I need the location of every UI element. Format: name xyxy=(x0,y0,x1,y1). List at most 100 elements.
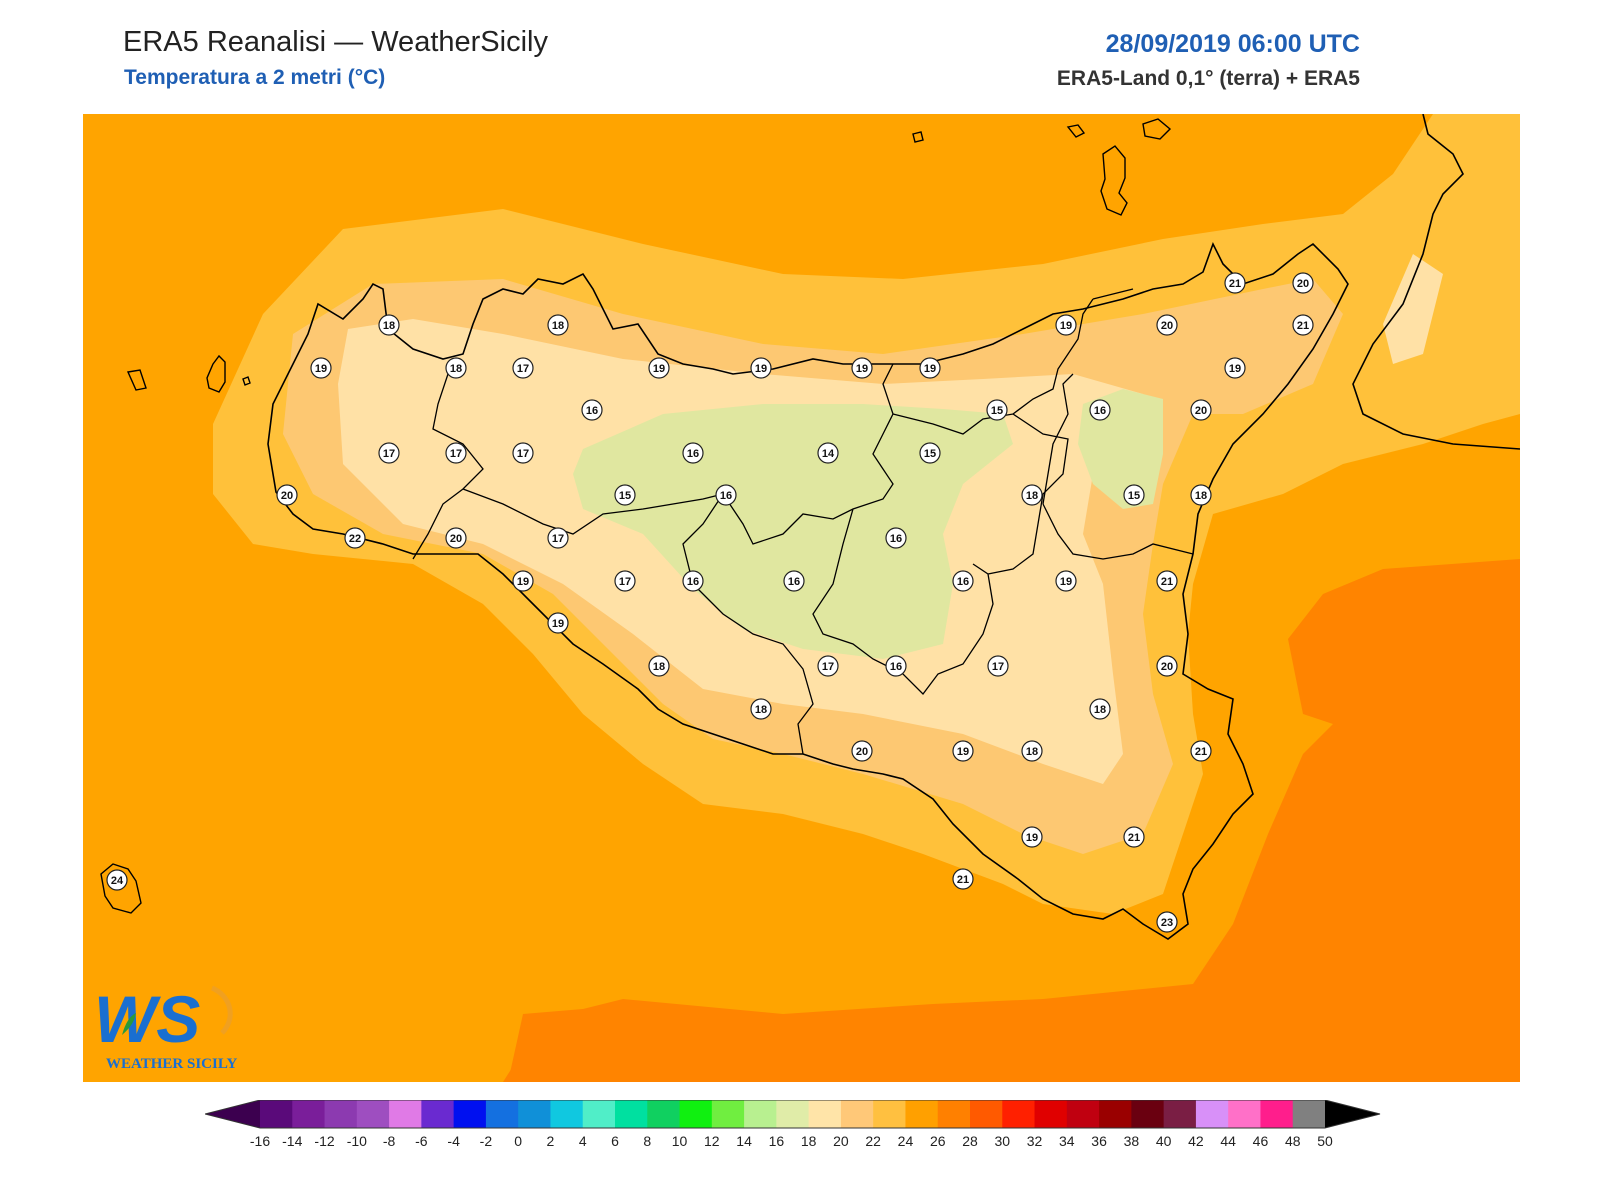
station-value: 16 xyxy=(1094,405,1106,417)
station-value: 20 xyxy=(1195,405,1207,417)
legend-tick-label: 2 xyxy=(547,1133,555,1149)
station-circle xyxy=(919,357,941,379)
station-value: 16 xyxy=(957,576,969,588)
legend-swatch xyxy=(776,1100,810,1128)
station-circle xyxy=(547,314,569,336)
station-value: 18 xyxy=(383,320,395,332)
chart-subtitle: Temperatura a 2 metri (°C) xyxy=(124,66,386,89)
station-marker: 20 xyxy=(1292,272,1314,294)
station-circle xyxy=(817,442,839,464)
station-circle xyxy=(1156,655,1178,677)
legend-tick-label: 20 xyxy=(833,1133,849,1149)
station-marker: 19 xyxy=(1055,570,1077,592)
station-circle xyxy=(512,570,534,592)
legend-swatches xyxy=(205,1100,1381,1129)
color-legend: -16 -14 -12 -10 -8 -6 -4 -2 0 2 4 6 8 10 12 14 16 18 20 22 2… xyxy=(205,1100,1381,1149)
station-circle xyxy=(581,399,603,421)
legend-swatch xyxy=(324,1100,358,1128)
legend-swatch xyxy=(356,1100,390,1128)
legend-tick-label: -10 xyxy=(347,1133,367,1149)
legend-labels: -16 -14 -12 -10 -8 -6 -4 -2 0 2 4 6 8 10 12 14 16 18 20 22 2… xyxy=(250,1133,1333,1149)
station-value: 24 xyxy=(111,875,124,887)
station-value: 17 xyxy=(822,661,834,673)
station-value: 17 xyxy=(450,448,462,460)
station-circle xyxy=(783,570,805,592)
data-source-label: ERA5-Land 0,1° (terra) + ERA5 xyxy=(1056,67,1360,90)
station-circle xyxy=(648,357,670,379)
station-circle xyxy=(986,399,1008,421)
station-circle xyxy=(614,484,636,506)
station-circle xyxy=(1224,272,1246,294)
legend-tick-label: 16 xyxy=(769,1133,785,1149)
station-circle xyxy=(547,527,569,549)
station-circle xyxy=(445,527,467,549)
station-value: 19 xyxy=(517,576,529,588)
legend-tick-label: 50 xyxy=(1317,1133,1333,1149)
station-value: 18 xyxy=(552,320,564,332)
station-circle xyxy=(952,740,974,762)
legend-tick-label: -14 xyxy=(282,1133,302,1149)
station-circle xyxy=(512,442,534,464)
station-markers: 18 18 19 18 17 19 19 19 19 19 20 21 20 21 19 16 15 16 20 17… xyxy=(106,272,1314,933)
station-value: 23 xyxy=(1161,917,1173,929)
station-circle xyxy=(1156,911,1178,933)
legend-swatch xyxy=(1292,1100,1326,1128)
station-marker: 17 xyxy=(614,570,636,592)
station-circle xyxy=(851,357,873,379)
station-marker: 19 xyxy=(952,740,974,762)
station-circle xyxy=(885,527,907,549)
station-circle xyxy=(1156,314,1178,336)
legend-outline xyxy=(205,1100,1381,1129)
station-circle xyxy=(885,655,907,677)
station-marker: 16 xyxy=(952,570,974,592)
station-marker: 17 xyxy=(512,357,534,379)
legend-swatch xyxy=(1195,1100,1229,1128)
station-circle xyxy=(851,740,873,762)
station-value: 19 xyxy=(1060,576,1072,588)
legend-swatch xyxy=(518,1100,551,1128)
aeolian-islands xyxy=(912,118,1172,216)
station-value: 16 xyxy=(720,490,732,502)
legend-swatch xyxy=(970,1100,1003,1128)
station-marker: 21 xyxy=(1292,314,1314,336)
station-marker: 17 xyxy=(378,442,400,464)
station-value: 16 xyxy=(890,661,902,673)
station-value: 16 xyxy=(586,405,598,417)
station-marker: 19 xyxy=(851,357,873,379)
legend-swatch xyxy=(1131,1100,1165,1128)
legend-swatch xyxy=(840,1100,874,1128)
station-value: 21 xyxy=(1195,746,1207,758)
legend-tick-label: -16 xyxy=(250,1133,270,1149)
station-value: 16 xyxy=(890,533,902,545)
station-marker: 20 xyxy=(1156,655,1178,677)
station-marker: 17 xyxy=(445,442,467,464)
station-value: 15 xyxy=(924,448,936,460)
station-value: 19 xyxy=(315,363,327,375)
legend-tick-label: 28 xyxy=(962,1133,978,1149)
legend-swatch xyxy=(1034,1100,1068,1128)
legend-swatch xyxy=(937,1100,971,1128)
legend-tick-label: 22 xyxy=(865,1133,881,1149)
legend-swatch xyxy=(711,1100,745,1128)
legend-swatch xyxy=(453,1100,487,1128)
station-marker: 21 xyxy=(952,868,974,890)
station-value: 18 xyxy=(450,363,462,375)
station-circle xyxy=(1021,740,1043,762)
legend-swatch xyxy=(1066,1100,1100,1128)
legend-tick-label: 34 xyxy=(1059,1133,1075,1149)
station-marker: 19 xyxy=(648,357,670,379)
station-value: 14 xyxy=(822,448,835,460)
station-marker: 18 xyxy=(1021,740,1043,762)
station-circle xyxy=(344,527,366,549)
station-circle xyxy=(1021,484,1043,506)
legend-tick-label: 0 xyxy=(514,1133,522,1149)
station-circle xyxy=(1224,357,1246,379)
station-marker: 16 xyxy=(1089,399,1111,421)
station-value: 19 xyxy=(552,618,564,630)
station-circle xyxy=(1292,314,1314,336)
station-marker: 16 xyxy=(783,570,805,592)
legend-tick-label: 30 xyxy=(994,1133,1010,1149)
legend-swatch xyxy=(905,1100,939,1128)
legend-tick-label: -2 xyxy=(480,1133,493,1149)
station-value: 20 xyxy=(281,490,293,502)
